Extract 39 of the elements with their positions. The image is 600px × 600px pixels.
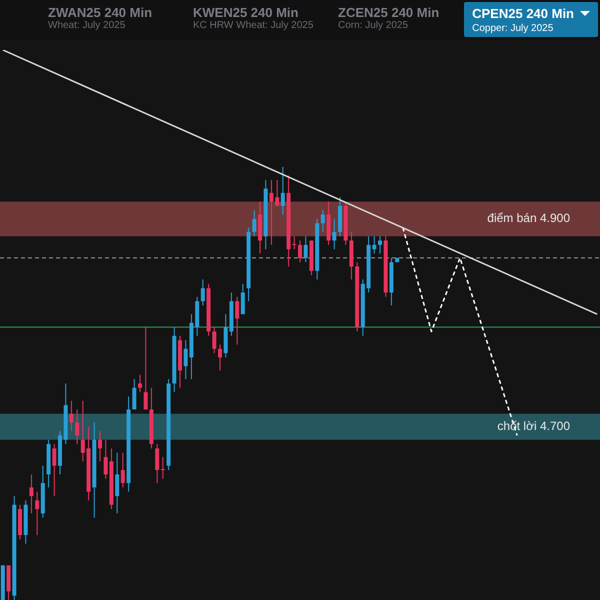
candlestick	[29, 474, 34, 514]
candlestick	[120, 452, 125, 488]
candlestick	[240, 283, 245, 315]
candlestick	[104, 439, 108, 480]
candlestick	[69, 400, 74, 432]
band-label: chốt lời 4.700	[497, 419, 570, 434]
candlestick	[298, 240, 302, 263]
text: Corn: July 2025	[338, 20, 410, 31]
candlestick	[320, 210, 325, 232]
candlestick	[280, 166, 285, 216]
candlestick	[115, 452, 120, 514]
candlestick	[98, 430, 102, 462]
text: ZCEN25 240 Min	[338, 5, 440, 20]
candlestick	[52, 444, 56, 497]
candlestick	[218, 344, 222, 371]
candlestick	[304, 236, 308, 263]
text: KWEN25 240 Min	[193, 5, 300, 20]
candlestick	[235, 296, 240, 345]
chart-title: CPEN25 240 Min	[472, 6, 574, 21]
candlestick	[378, 236, 382, 254]
candlestick	[160, 456, 165, 480]
candlestick	[252, 210, 256, 237]
text: Wheat: July 2025	[48, 20, 126, 31]
chart-subtitle: Copper: July 2025	[472, 23, 554, 34]
text: ZWAN25 240 Min	[48, 5, 152, 20]
candlestick	[138, 374, 142, 393]
candlestick	[184, 340, 188, 380]
text: KC HRW Wheat: July 2025	[193, 20, 314, 31]
candlestick	[155, 444, 160, 484]
candlestick	[212, 326, 216, 354]
candlestick	[332, 218, 336, 250]
candlestick	[372, 236, 376, 254]
candlestick	[75, 408, 80, 445]
candlestick	[132, 378, 136, 410]
candlestick	[200, 279, 205, 306]
candlestick	[292, 236, 296, 250]
candlestick	[144, 326, 148, 410]
band-label: điểm bán 4.900	[487, 211, 570, 226]
candlestick	[35, 491, 40, 536]
